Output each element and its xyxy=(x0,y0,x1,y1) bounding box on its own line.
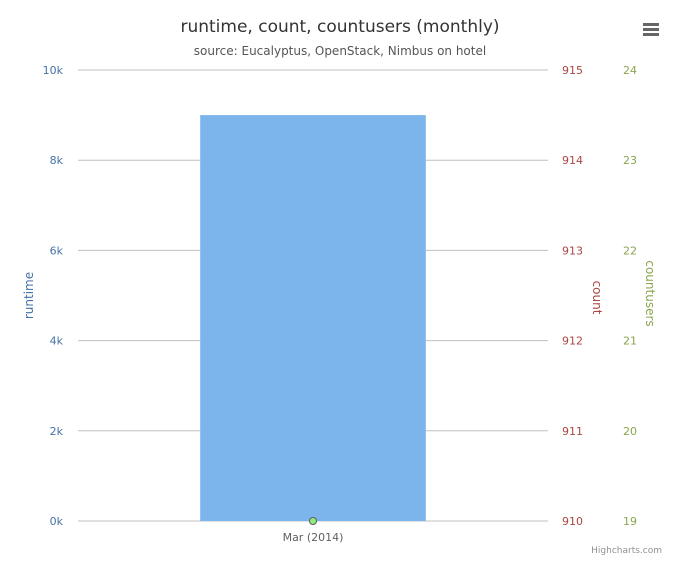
runtime-tick-label: 4k xyxy=(50,335,64,348)
count-axis-title: count xyxy=(590,281,604,315)
count-tick-label: 912 xyxy=(562,335,583,348)
countusers-tick-label: 24 xyxy=(623,64,637,77)
x-tick-label: Mar (2014) xyxy=(283,531,344,544)
count-tick-label: 915 xyxy=(562,64,583,77)
countusers-tick-label: 21 xyxy=(623,335,637,348)
countusers-tick-label: 22 xyxy=(623,244,637,257)
runtime-tick-label: 6k xyxy=(50,244,64,257)
runtime-tick-label: 8k xyxy=(50,154,64,167)
countusers-tick-label: 19 xyxy=(623,515,637,528)
count-tick-label: 911 xyxy=(562,425,583,438)
runtime-axis-ticks: 0k 2k 4k 6k 8k 10k xyxy=(43,64,64,528)
count-tick-label: 913 xyxy=(562,244,583,257)
countusers-axis-ticks: 19 20 21 22 23 24 xyxy=(623,64,637,528)
countusers-tick-label: 20 xyxy=(623,425,637,438)
countusers-point[interactable] xyxy=(309,517,317,525)
menu-icon-line-bottom xyxy=(643,33,659,36)
point-series xyxy=(309,517,317,525)
menu-icon-line-middle xyxy=(643,28,659,31)
runtime-bar[interactable] xyxy=(200,115,426,521)
runtime-tick-label: 0k xyxy=(50,515,64,528)
countusers-tick-label: 23 xyxy=(623,154,637,167)
runtime-axis-title: runtime xyxy=(22,272,36,319)
credits-link[interactable]: Highcharts.com xyxy=(591,546,662,556)
count-axis-ticks: 910 911 912 913 914 915 xyxy=(562,64,583,528)
runtime-tick-label: 10k xyxy=(43,64,64,77)
x-axis-ticks: Mar (2014) xyxy=(283,531,344,544)
count-tick-label: 910 xyxy=(562,515,583,528)
menu-icon-line-top xyxy=(643,23,659,26)
chart-title: runtime, count, countusers (monthly) xyxy=(180,17,499,37)
hamburger-menu-icon xyxy=(643,23,659,36)
chart-subtitle: source: Eucalyptus, OpenStack, Nimbus on… xyxy=(194,44,486,58)
export-menu-button[interactable] xyxy=(638,18,664,40)
countusers-axis-title: countusers xyxy=(643,260,657,326)
bar-series xyxy=(200,115,426,521)
runtime-tick-label: 2k xyxy=(50,425,64,438)
count-tick-label: 914 xyxy=(562,154,583,167)
